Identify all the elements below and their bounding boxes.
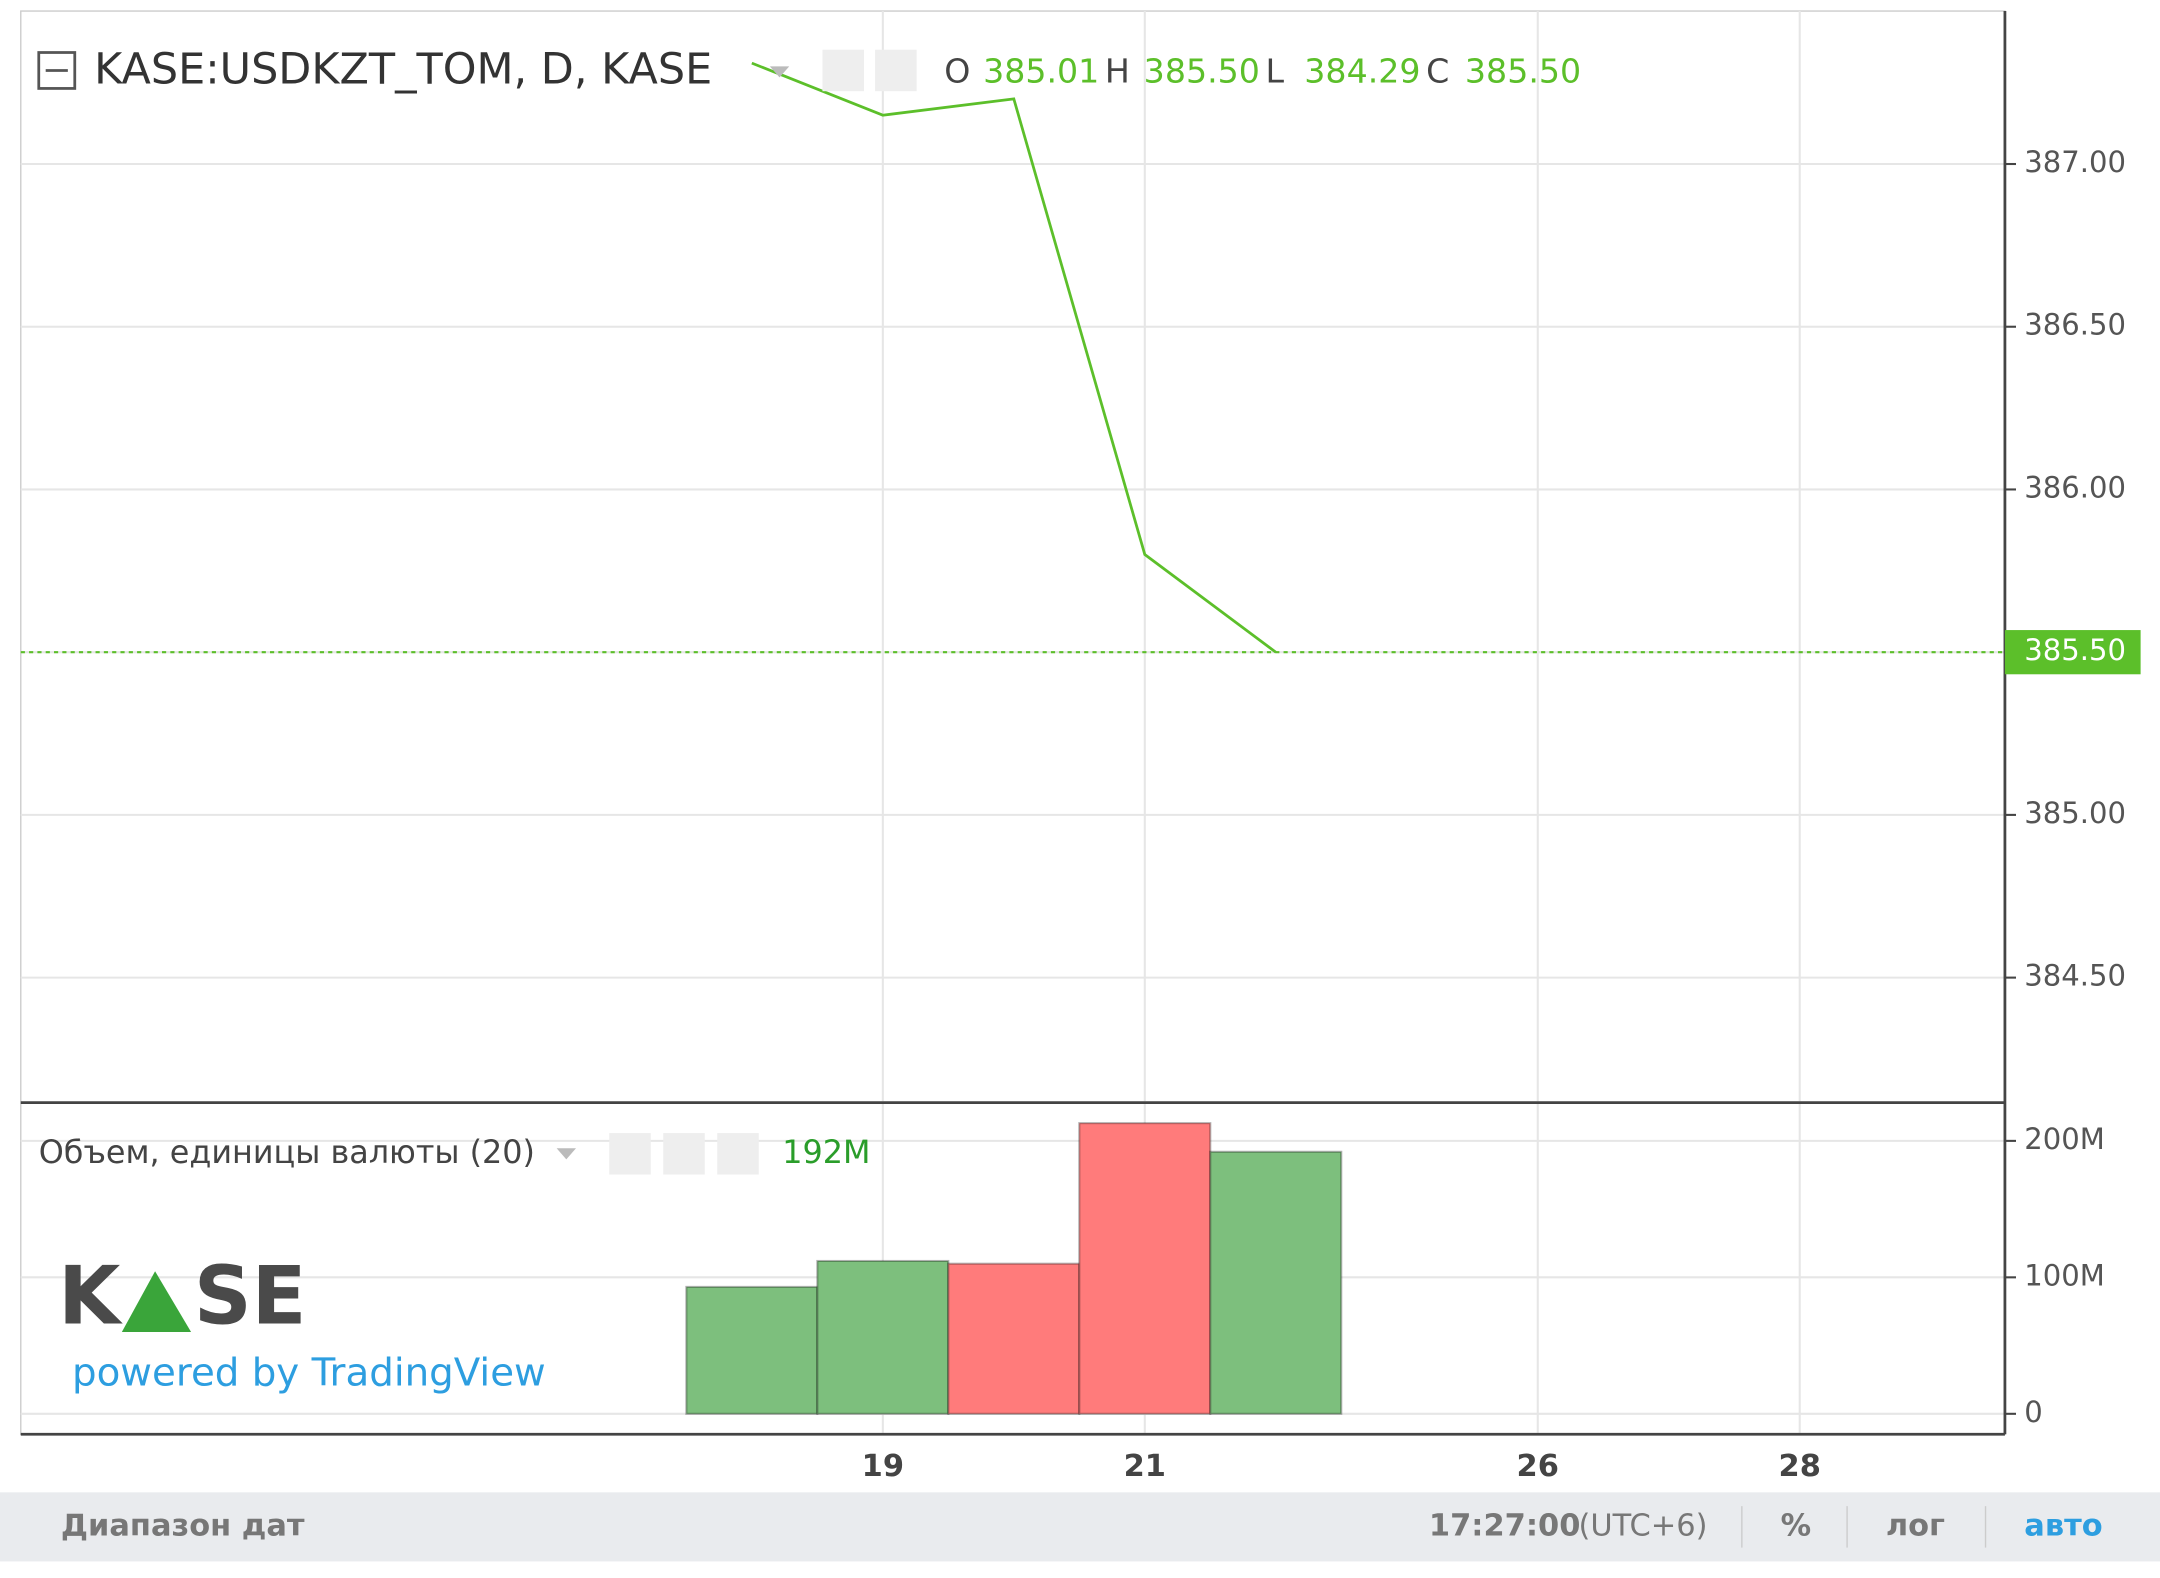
x-tick-label: 19 xyxy=(862,1449,904,1484)
symbol-title: KASE:USDKZT_TOM, D, KASE xyxy=(94,44,712,94)
x-tick-label: 28 xyxy=(1779,1449,1821,1484)
last-price-box xyxy=(2004,630,2141,675)
collapse-button[interactable] xyxy=(37,51,77,90)
ohlc-value: 385.50 xyxy=(1144,52,1260,91)
ohlc-value: 384.29 xyxy=(1304,52,1420,91)
percent-button[interactable]: % xyxy=(1781,1508,1812,1543)
last-price-label: 385.50 xyxy=(2024,633,2126,667)
y-tick-label: 387.00 xyxy=(2024,145,2126,179)
dropdown-arrow[interactable] xyxy=(556,1148,576,1160)
clock-time: 17:27:00 xyxy=(1429,1508,1580,1543)
settings-button[interactable] xyxy=(875,49,917,92)
y-tick-label: 384.50 xyxy=(2024,959,2126,993)
settings-button[interactable] xyxy=(663,1133,705,1175)
ohlc-name: O xyxy=(944,52,970,91)
log-button[interactable]: лог xyxy=(1886,1508,1945,1543)
powered-by: powered by TradingView xyxy=(72,1350,546,1395)
ohlc-name: H xyxy=(1105,52,1130,91)
timezone: (UTC+6) xyxy=(1578,1508,1707,1543)
volume-value: 192M xyxy=(782,1133,870,1171)
logo-triangle xyxy=(121,1271,192,1333)
price-line xyxy=(751,61,1277,654)
volume-bar xyxy=(1209,1150,1343,1415)
date-range-button[interactable]: Диапазон дат xyxy=(61,1508,305,1543)
y-tick-label: 200M xyxy=(2024,1122,2105,1156)
logo-text: SE xyxy=(194,1250,307,1343)
eye-button[interactable] xyxy=(609,1133,651,1175)
ohlc-name: L xyxy=(1266,52,1285,91)
labels: 384.50385.00385.50386.00386.50387.00385.… xyxy=(862,145,2141,1484)
x-tick-label: 26 xyxy=(1517,1449,1559,1484)
volume-bar xyxy=(947,1262,1081,1415)
eye-button[interactable] xyxy=(822,49,864,92)
volume-bar xyxy=(816,1259,950,1415)
y-tick-label: 0 xyxy=(2024,1395,2043,1429)
dropdown-arrow[interactable] xyxy=(769,66,790,78)
y-tick-label: 385.00 xyxy=(2024,796,2126,830)
x-tick-label: 21 xyxy=(1124,1449,1166,1484)
ohlc-value: 385.01 xyxy=(983,52,1099,91)
volume-bar xyxy=(685,1285,819,1415)
volume-bar xyxy=(1078,1122,1212,1415)
marks xyxy=(20,61,2005,1415)
ohlc-name: C xyxy=(1426,52,1449,91)
toolbar xyxy=(0,1492,2160,1562)
y-tick-label: 100M xyxy=(2024,1258,2105,1292)
ohlc-legend: O 385.01 H 385.50 L 384.29 C 385.50 xyxy=(944,52,1581,91)
ohlc-value: 385.50 xyxy=(1465,52,1581,91)
volume-title: Объем, единицы валюты (20) xyxy=(39,1133,535,1171)
y-tick-label: 386.50 xyxy=(2024,308,2126,342)
logo-text: K xyxy=(58,1250,123,1343)
auto-button[interactable]: авто xyxy=(2024,1508,2102,1543)
y-tick-label: 386.00 xyxy=(2024,470,2126,504)
close-button[interactable] xyxy=(717,1133,759,1175)
